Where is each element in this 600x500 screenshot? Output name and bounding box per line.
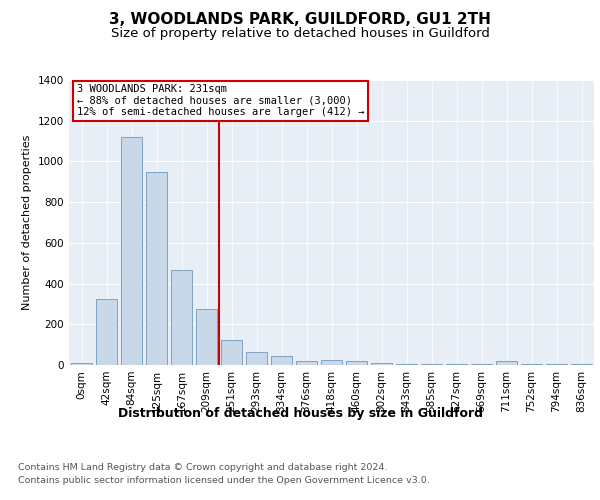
Y-axis label: Number of detached properties: Number of detached properties (22, 135, 32, 310)
Bar (571, 364, 592, 365)
Bar (171, 270, 192, 365)
Text: 3 WOODLANDS PARK: 231sqm
← 88% of detached houses are smaller (3,000)
12% of sem: 3 WOODLANDS PARK: 231sqm ← 88% of detach… (77, 84, 364, 117)
Bar (221, 340, 242, 365)
Text: Size of property relative to detached houses in Guildford: Size of property relative to detached ho… (110, 28, 490, 40)
Bar (96, 299, 117, 365)
Bar (196, 309, 217, 365)
Bar (396, 364, 417, 365)
Bar (271, 356, 292, 365)
Bar (71, 363, 92, 365)
Bar (371, 363, 392, 365)
Text: 3, WOODLANDS PARK, GUILDFORD, GU1 2TH: 3, WOODLANDS PARK, GUILDFORD, GU1 2TH (109, 12, 491, 28)
Bar (546, 364, 567, 365)
Bar (521, 364, 542, 365)
Bar (146, 172, 167, 365)
Bar (421, 364, 442, 365)
Bar (446, 364, 467, 365)
Bar (471, 364, 492, 365)
Text: Contains public sector information licensed under the Open Government Licence v3: Contains public sector information licen… (18, 476, 430, 485)
Text: Distribution of detached houses by size in Guildford: Distribution of detached houses by size … (118, 408, 482, 420)
Bar (496, 362, 517, 365)
Bar (246, 352, 267, 365)
Bar (346, 362, 367, 365)
Bar (121, 137, 142, 365)
Bar (321, 360, 342, 365)
Text: Contains HM Land Registry data © Crown copyright and database right 2024.: Contains HM Land Registry data © Crown c… (18, 462, 388, 471)
Bar (296, 362, 317, 365)
